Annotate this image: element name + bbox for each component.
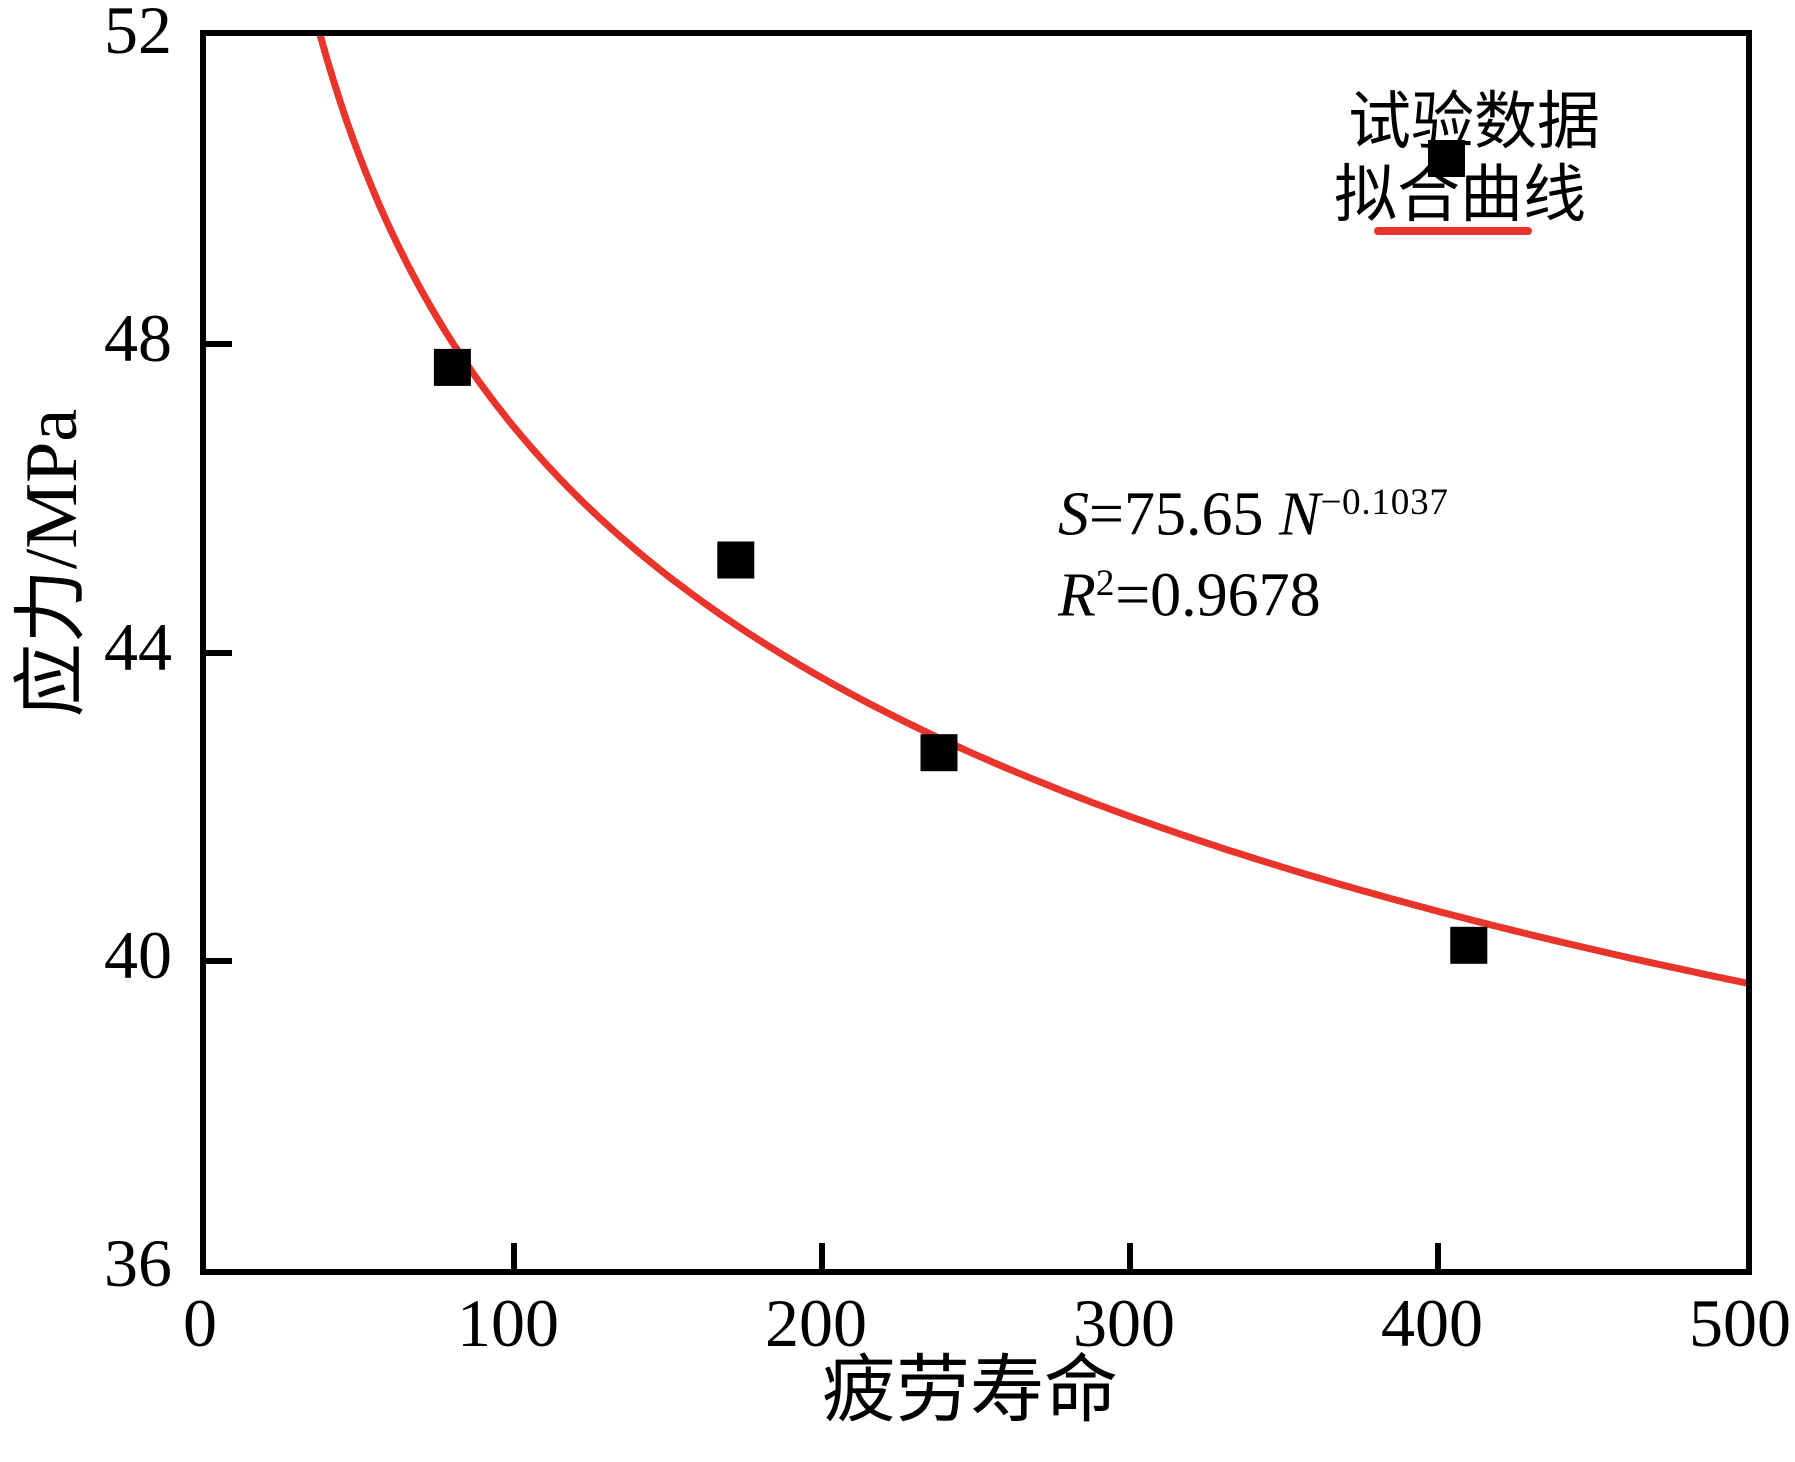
plot-area xyxy=(200,30,1752,1275)
x-tick-mark xyxy=(819,1243,825,1269)
fit-equation-annotation: S=75.65 N−0.1037 R2=0.9678 xyxy=(1058,468,1449,631)
y-tick-mark xyxy=(206,649,232,656)
equation-line: S=75.65 N−0.1037 xyxy=(1058,480,1449,549)
data-point xyxy=(433,348,471,386)
fit-curve-line xyxy=(316,36,1746,987)
data-point xyxy=(920,734,958,772)
y-tick-label: 48 xyxy=(104,300,172,377)
y-tick-label: 44 xyxy=(104,608,172,685)
x-tick-mark xyxy=(1435,1243,1441,1269)
x-tick-label: 0 xyxy=(183,1285,217,1361)
x-tick-label: 500 xyxy=(1689,1285,1791,1361)
y-tick-label: 52 xyxy=(104,0,172,68)
legend-label-fit-curve: 拟合曲线 xyxy=(1334,160,1586,230)
x-tick-label: 100 xyxy=(457,1285,559,1361)
x-tick-mark xyxy=(1127,1243,1133,1269)
x-tick-label: 200 xyxy=(765,1285,867,1361)
chart-canvas xyxy=(316,36,1746,987)
data-points-layer xyxy=(433,348,1488,964)
y-tick-label: 36 xyxy=(104,1225,172,1301)
legend-label-test-data: 试验数据 xyxy=(1348,87,1600,157)
legend-line-marker xyxy=(1374,227,1532,235)
y-tick-mark xyxy=(206,341,232,348)
r-squared-line: R2=0.9678 xyxy=(1058,561,1321,630)
x-tick-label: 400 xyxy=(1381,1285,1483,1361)
x-axis-title: 疲劳寿命 xyxy=(822,1350,1118,1432)
x-tick-mark xyxy=(511,1243,517,1269)
data-point xyxy=(1450,926,1488,964)
data-point xyxy=(717,541,755,579)
y-tick-mark xyxy=(206,957,232,964)
y-tick-label: 40 xyxy=(104,916,172,993)
x-tick-label: 300 xyxy=(1073,1285,1175,1361)
legend-square-marker xyxy=(1428,140,1465,177)
